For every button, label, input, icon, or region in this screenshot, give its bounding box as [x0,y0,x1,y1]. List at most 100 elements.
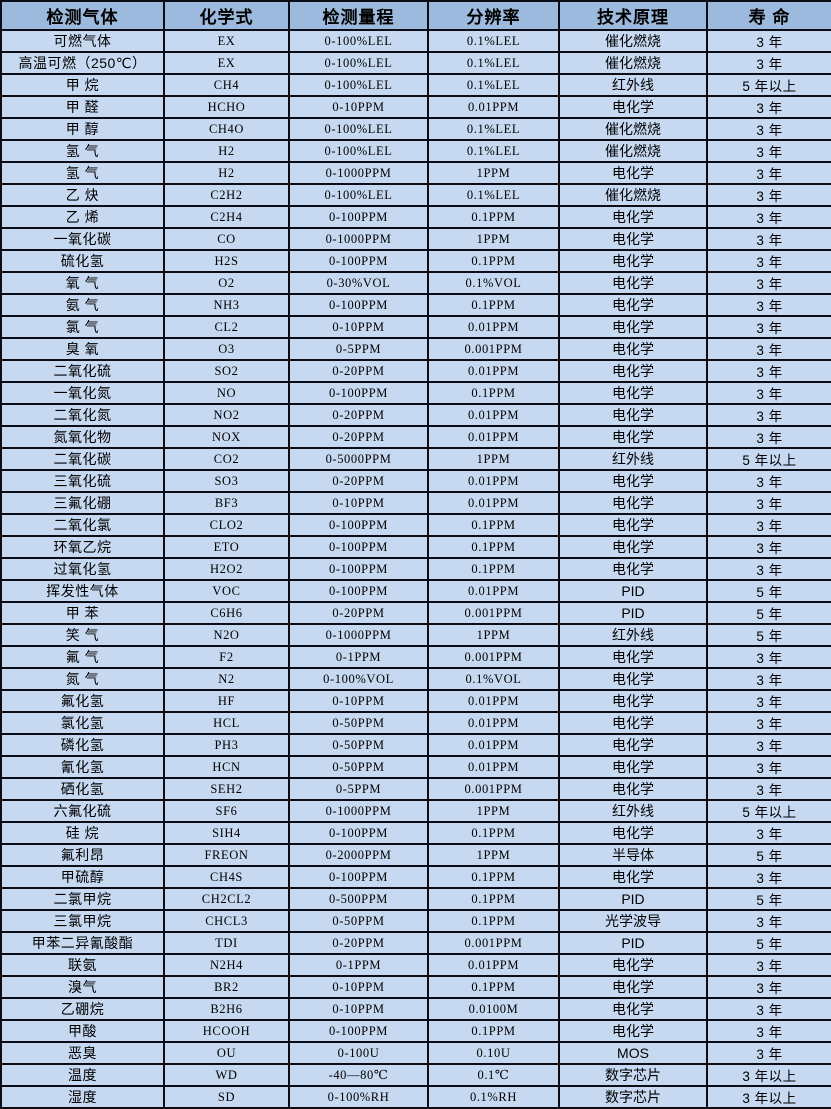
cell-gas: 氮氧化物 [0,425,165,449]
cell-life: 3 年以上 [706,1085,831,1109]
cell-formula: CL2 [163,315,290,339]
cell-tech: 数字芯片 [558,1085,708,1109]
cell-resolution: 0.01PPM [427,425,560,449]
cell-life: 3 年 [706,733,831,757]
cell-tech: 电化学 [558,315,708,339]
table-row: 二氧化硫 SO2 0-20PPM 0.01PPM 电化学 3 年 [0,359,831,383]
cell-tech: 红外线 [558,623,708,647]
table-row: 乙硼烷 B2H6 0-10PPM 0.0100M 电化学 3 年 [0,997,831,1021]
cell-tech: 催化燃烧 [558,51,708,75]
cell-life: 3 年 [706,139,831,163]
cell-range: 0-100PPM [288,535,429,559]
cell-resolution: 0.1PPM [427,293,560,317]
cell-formula: H2 [163,161,290,185]
cell-resolution: 0.001PPM [427,645,560,669]
cell-gas: 氟 气 [0,645,165,669]
cell-resolution: 0.1%LEL [427,183,560,207]
cell-resolution: 0.1%LEL [427,29,560,53]
cell-resolution: 1PPM [427,799,560,823]
cell-formula: BF3 [163,491,290,515]
cell-gas: 甲 苯 [0,601,165,625]
cell-life: 3 年 [706,513,831,537]
cell-resolution: 0.1PPM [427,205,560,229]
cell-gas: 甲 烷 [0,73,165,97]
cell-tech: 电化学 [558,953,708,977]
cell-tech: 电化学 [558,513,708,537]
cell-resolution: 0.01PPM [427,359,560,383]
cell-gas: 二氧化氯 [0,513,165,537]
column-header-formula: 化学式 [163,0,290,31]
cell-tech: MOS [558,1041,708,1065]
cell-resolution: 1PPM [427,447,560,471]
cell-life: 3 年 [706,667,831,691]
cell-gas: 温度 [0,1063,165,1087]
column-header-tech: 技术原理 [558,0,708,31]
cell-range: 0-20PPM [288,425,429,449]
cell-range: 0-100%LEL [288,51,429,75]
cell-tech: 电化学 [558,755,708,779]
cell-range: 0-1000PPM [288,623,429,647]
table-row: 恶臭 OU 0-100U 0.10U MOS 3 年 [0,1041,831,1065]
cell-formula: EX [163,29,290,53]
cell-resolution: 0.1PPM [427,975,560,999]
cell-gas: 氟利昂 [0,843,165,867]
cell-life: 3 年 [706,249,831,273]
cell-life: 3 年 [706,953,831,977]
cell-life: 3 年 [706,645,831,669]
cell-range: 0-100U [288,1041,429,1065]
cell-formula: NO2 [163,403,290,427]
cell-resolution: 0.01PPM [427,711,560,735]
cell-resolution: 1PPM [427,227,560,251]
column-header-range: 检测量程 [288,0,429,31]
cell-tech: 电化学 [558,777,708,801]
cell-resolution: 0.1PPM [427,381,560,405]
cell-formula: NO [163,381,290,405]
cell-gas: 二氧化氮 [0,403,165,427]
cell-life: 3 年 [706,491,831,515]
table-row: 甲苯二异氰酸酯 TDI 0-20PPM 0.001PPM PID 5 年 [0,931,831,955]
cell-resolution: 0.1PPM [427,535,560,559]
cell-gas: 湿度 [0,1085,165,1109]
cell-formula: C2H4 [163,205,290,229]
cell-resolution: 0.10U [427,1041,560,1065]
cell-formula: BR2 [163,975,290,999]
cell-resolution: 0.1PPM [427,821,560,845]
cell-resolution: 0.1PPM [427,513,560,537]
cell-tech: 电化学 [558,293,708,317]
table-row: 三氯甲烷 CHCL3 0-50PPM 0.1PPM 光学波导 3 年 [0,909,831,933]
cell-life: 5 年 [706,931,831,955]
cell-gas: 挥发性气体 [0,579,165,603]
cell-formula: N2H4 [163,953,290,977]
cell-formula: SEH2 [163,777,290,801]
cell-resolution: 0.001PPM [427,777,560,801]
cell-range: 0-30%VOL [288,271,429,295]
cell-formula: C2H2 [163,183,290,207]
cell-formula: B2H6 [163,997,290,1021]
cell-formula: FREON [163,843,290,867]
cell-resolution: 0.1PPM [427,909,560,933]
cell-gas: 乙 炔 [0,183,165,207]
cell-resolution: 0.1PPM [427,249,560,273]
cell-range: 0-100PPM [288,513,429,537]
cell-life: 3 年 [706,535,831,559]
table-row: 可燃气体 EX 0-100%LEL 0.1%LEL 催化燃烧 3 年 [0,29,831,53]
cell-range: 0-50PPM [288,909,429,933]
cell-tech: 电化学 [558,337,708,361]
cell-tech: 电化学 [558,689,708,713]
cell-gas: 三氯甲烷 [0,909,165,933]
cell-range: 0-5PPM [288,337,429,361]
cell-resolution: 0.01PPM [427,491,560,515]
cell-gas: 环氧乙烷 [0,535,165,559]
cell-resolution: 0.1%RH [427,1085,560,1109]
cell-range: 0-100%LEL [288,29,429,53]
cell-resolution: 0.1%LEL [427,51,560,75]
cell-life: 3 年 [706,403,831,427]
cell-gas: 六氟化硫 [0,799,165,823]
cell-tech: 催化燃烧 [558,139,708,163]
cell-life: 3 年 [706,909,831,933]
table-row: 六氟化硫 SF6 0-1000PPM 1PPM 红外线 5 年以上 [0,799,831,823]
cell-life: 3 年 [706,95,831,119]
cell-gas: 臭 氧 [0,337,165,361]
cell-range: 0-10PPM [288,689,429,713]
cell-tech: 电化学 [558,425,708,449]
